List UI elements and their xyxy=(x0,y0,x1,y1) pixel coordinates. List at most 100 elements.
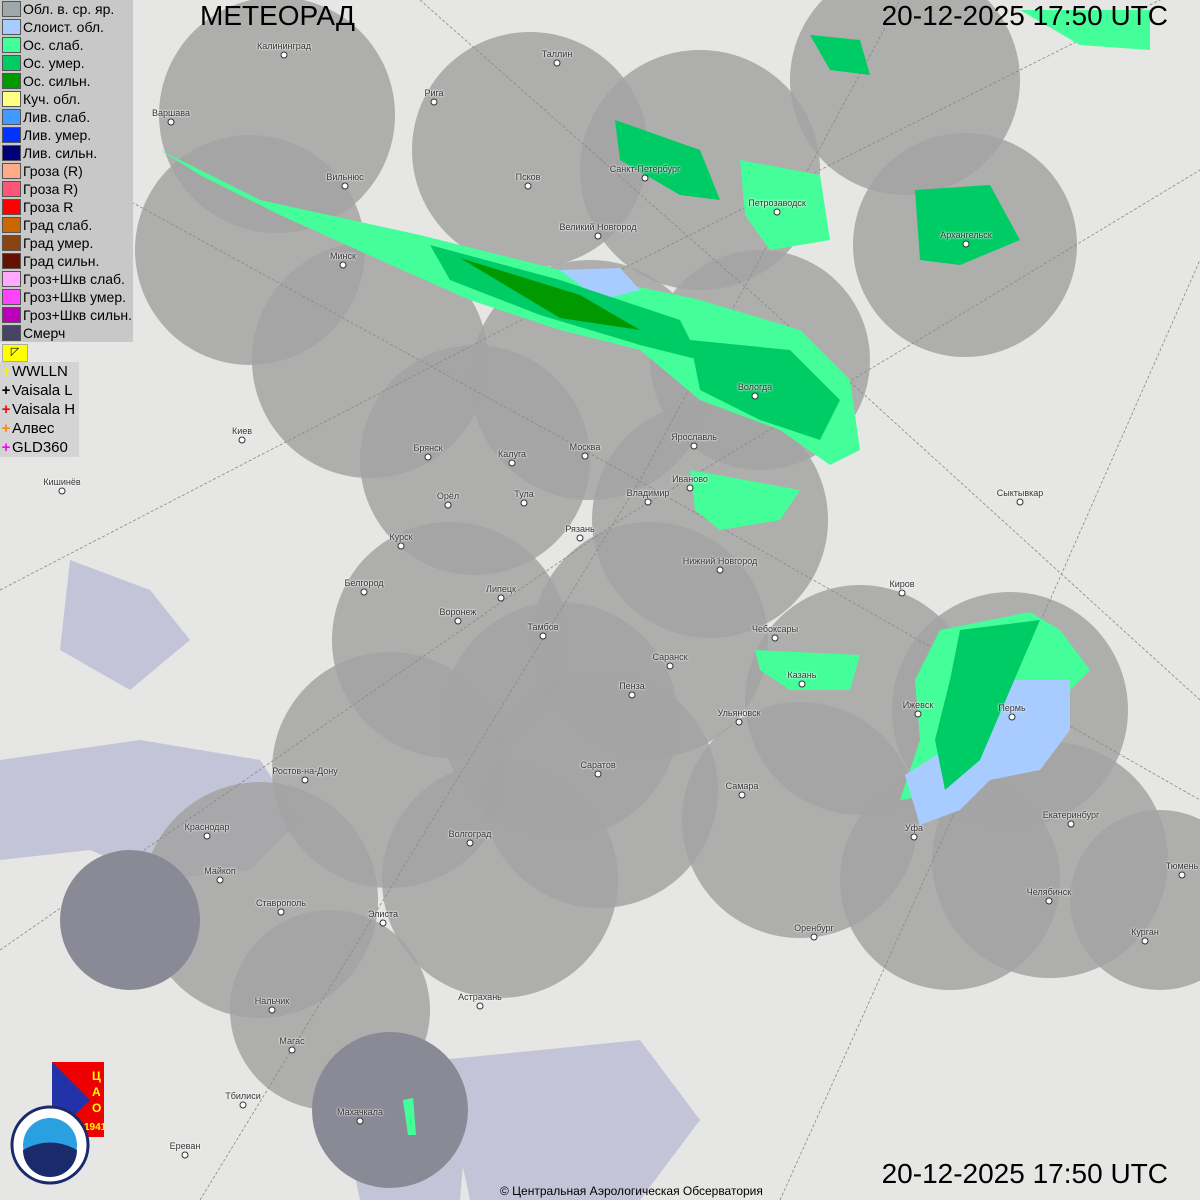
city-marker xyxy=(962,240,970,248)
radar-coverage-circle xyxy=(442,602,678,838)
legend-label: Слоист. обл. xyxy=(23,19,104,35)
city-marker xyxy=(476,1002,484,1010)
legend-label: Ос. слаб. xyxy=(23,37,84,53)
city-label: Саранск xyxy=(652,652,688,662)
radar-coverage xyxy=(60,0,1200,1188)
city-label: Великий Новгород xyxy=(559,222,637,232)
legend-swatch xyxy=(2,235,21,251)
lightning-legend: + WWLLN + Vaisala L + Vaisala H + Алвес + GLD360 xyxy=(0,362,80,457)
copyright: © Центральная Аэрологическая Обсерватори… xyxy=(500,1184,763,1198)
city-label: Нальчик xyxy=(254,996,290,1006)
city-label: Майкоп xyxy=(204,866,236,876)
city-label: Тбилиси xyxy=(225,1091,261,1101)
legend-label: Ос. сильн. xyxy=(23,73,91,89)
city-label: Ставрополь xyxy=(256,898,306,908)
city-label: Рязань xyxy=(565,524,595,534)
city-label: Воронеж xyxy=(439,607,477,617)
legend-label: Ос. умер. xyxy=(23,55,85,71)
city-label: Киев xyxy=(231,426,253,436)
cross-icon: + xyxy=(1,382,11,399)
city-marker xyxy=(553,59,561,67)
city-label: Белгород xyxy=(344,578,384,588)
city-marker xyxy=(735,718,743,726)
city-marker xyxy=(594,232,602,240)
legend-toggle-button[interactable]: ◸ xyxy=(2,344,28,362)
city-label: Екатеринбург xyxy=(1042,810,1100,820)
legend-item: Гроза R xyxy=(0,198,133,216)
city-label: Пенза xyxy=(619,681,645,691)
legend-swatch xyxy=(2,1,21,17)
legend-item: Куч. обл. xyxy=(0,90,133,108)
legend-label: Гроз+Шкв умер. xyxy=(23,289,127,305)
city-label: Липецк xyxy=(486,584,516,594)
city-label: Оренбург xyxy=(794,923,834,933)
city-marker xyxy=(424,453,432,461)
legend-swatch xyxy=(2,325,21,341)
city-label: Тюмень xyxy=(1165,861,1199,871)
city-marker xyxy=(277,908,285,916)
city-marker xyxy=(666,662,674,670)
city-marker xyxy=(466,839,474,847)
legend-swatch xyxy=(2,307,21,323)
city-label: Варшава xyxy=(152,108,190,118)
legend-item: Лив. слаб. xyxy=(0,108,133,126)
legend-swatch xyxy=(2,73,21,89)
city-marker xyxy=(576,534,584,542)
legend-item: Смерч xyxy=(0,324,133,342)
legend-item: Лив. сильн. xyxy=(0,144,133,162)
precipitation-legend: Обл. в. ср. яр. Слоист. обл. Ос. слаб. Ос. … xyxy=(0,0,133,342)
city-label: Кишинёв xyxy=(43,477,81,487)
city-marker xyxy=(379,919,387,927)
city-marker xyxy=(594,770,602,778)
city-label: Рига xyxy=(424,88,444,98)
timestamp-bottom: 20-12-2025 17:50 UTC xyxy=(881,1158,1168,1189)
precip-band-west xyxy=(160,150,860,465)
city-label: Брянск xyxy=(413,443,443,453)
cross-icon: + xyxy=(1,420,11,437)
lightning-legend-item: + GLD360 xyxy=(0,438,79,457)
legend-item: Гроз+Шкв слаб. xyxy=(0,270,133,288)
legend-swatch xyxy=(2,253,21,269)
city-marker xyxy=(539,632,547,640)
radar-coverage-circle xyxy=(60,850,200,990)
city-marker xyxy=(268,1006,276,1014)
city-marker xyxy=(339,261,347,269)
legend-label: Лив. сильн. xyxy=(23,145,98,161)
legend-label: Град умер. xyxy=(23,235,94,251)
city-marker xyxy=(798,680,806,688)
city-marker xyxy=(910,833,918,841)
city-marker xyxy=(360,588,368,596)
city-label: Ижевск xyxy=(902,700,934,710)
legend-label: Куч. обл. xyxy=(23,91,81,107)
city-marker xyxy=(716,566,724,574)
city-marker xyxy=(641,174,649,182)
city-label: Минск xyxy=(330,251,356,261)
city-label: Краснодар xyxy=(184,822,230,832)
legend-swatch xyxy=(2,55,21,71)
city-label: Владимир xyxy=(626,488,670,498)
legend-item: Гроза (R) xyxy=(0,162,133,180)
legend-swatch xyxy=(2,91,21,107)
map-title: МЕТЕОРАД xyxy=(200,0,355,31)
legend-label: Гроза R) xyxy=(23,181,79,197)
city-label: Волгоград xyxy=(448,829,492,839)
legend-label: Смерч xyxy=(23,325,66,341)
legend-label: Лив. умер. xyxy=(23,127,92,143)
city-label: Ульяновск xyxy=(717,708,761,718)
city-marker xyxy=(1008,713,1016,721)
precipitation xyxy=(160,10,1150,1135)
city-marker xyxy=(1045,897,1053,905)
legend-swatch xyxy=(2,127,21,143)
city-label: Махачкала xyxy=(337,1107,383,1117)
legend-swatch xyxy=(2,163,21,179)
city-label: Псков xyxy=(515,172,541,182)
city-marker xyxy=(1067,820,1075,828)
city-label: Киров xyxy=(889,579,915,589)
timestamp-top: 20-12-2025 17:50 UTC xyxy=(881,0,1168,31)
city-marker xyxy=(644,498,652,506)
city-label: Вологда xyxy=(737,382,773,392)
city-label: Вильнюс xyxy=(326,172,364,182)
city-label: Курган xyxy=(1131,927,1159,937)
legend-label: Гроз+Шкв слаб. xyxy=(23,271,125,287)
